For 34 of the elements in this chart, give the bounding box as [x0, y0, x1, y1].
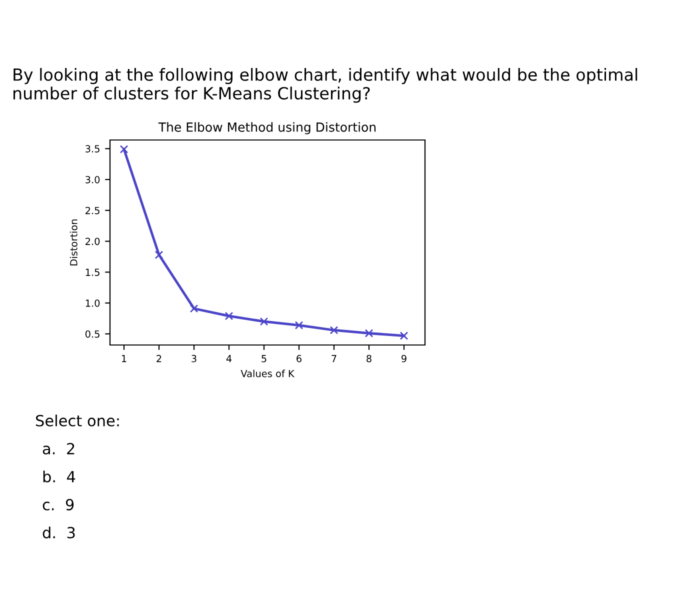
point	[224, 312, 234, 320]
y-tick-label: 3.5	[86, 145, 100, 152]
x-tick-label: 2	[156, 354, 162, 362]
x-tick-label: 9	[402, 354, 406, 362]
text: b. 4	[43, 470, 76, 482]
y-tick-label: 1.0	[86, 299, 100, 307]
point	[400, 332, 408, 340]
text: c. 9	[42, 498, 74, 510]
point	[154, 250, 164, 260]
x-tick-label: 7	[332, 355, 336, 362]
point	[330, 326, 338, 334]
chart-title: The Elbow Method using Distortion	[158, 122, 376, 134]
y-axis-title: Distortion	[70, 220, 78, 266]
point	[364, 329, 374, 338]
text: Select one:	[36, 414, 119, 426]
x-tick-label: 5	[262, 355, 266, 362]
y-tick-label: 2.0	[86, 238, 100, 246]
y-tick-label: 2.5	[86, 206, 100, 214]
x-axis-title: Values of K	[240, 370, 295, 378]
x-tick-label: 6	[296, 354, 302, 362]
point	[294, 321, 304, 330]
y-tick-label: 0.5	[85, 330, 100, 338]
x-tick-label: 3	[192, 354, 196, 362]
x-tick-label: 1	[122, 355, 126, 362]
y-tick-label: 1.5	[86, 268, 100, 276]
point	[260, 317, 268, 326]
point	[120, 145, 128, 154]
text: a. 2	[42, 442, 74, 454]
text: By looking at the following elbow chart, identify what would be the optimal number of clusters for K-Means Clustering?	[14, 68, 638, 103]
x-tick-label: 4	[226, 355, 232, 362]
y-tick-label: 3.0	[86, 176, 100, 184]
text: d. 3	[42, 526, 75, 538]
point	[190, 304, 198, 313]
x-tick-label: 8	[366, 354, 372, 362]
